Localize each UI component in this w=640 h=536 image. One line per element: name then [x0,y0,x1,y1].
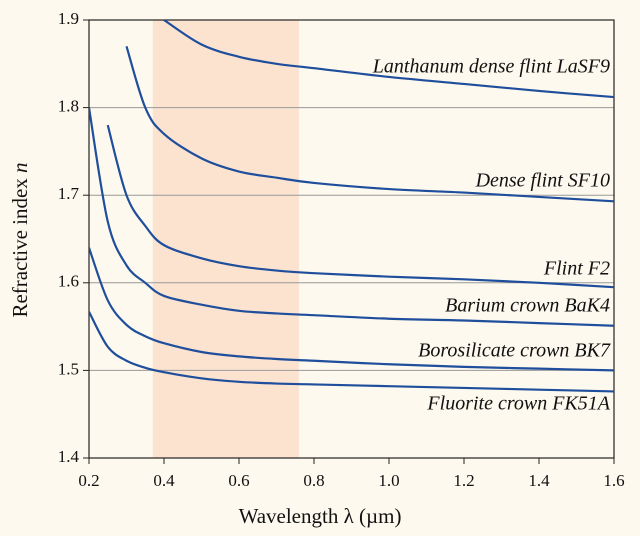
y-tick-label: 1.9 [58,9,79,28]
series-line [89,311,614,393]
series-label: Barium crown BaK4 [445,295,610,317]
x-tick-label: 0.2 [78,471,99,490]
series-line [125,45,614,203]
series-label: Fluorite crown FK51A [426,393,610,415]
x-tick-label: 0.6 [228,471,249,490]
y-tick-label: 1.8 [58,97,79,116]
x-tick-label: 0.8 [303,471,324,490]
series-label: Borosilicate crown BK7 [418,340,611,362]
y-tick-label: 1.4 [58,447,80,466]
y-tick-label: 1.5 [58,359,79,378]
y-tick-label: 1.7 [58,184,80,203]
x-tick-label: 1.4 [528,471,550,490]
x-tick-label: 1.0 [378,471,399,490]
series-line [106,124,614,289]
shaded-region [152,20,299,458]
series-label: Flint F2 [543,258,610,280]
y-tick-label: 1.6 [58,272,79,291]
y-axis-label: Refractive index n [8,162,32,317]
series-line [163,20,614,99]
x-axis-label: Wavelength λ (µm) [239,504,402,528]
series-line [89,107,614,327]
x-tick-label: 1.2 [453,471,474,490]
series-label: Dense flint SF10 [475,170,610,192]
y-axis-label-symbol: n [8,162,32,173]
plot-frame [88,19,615,459]
x-tick-label: 0.4 [153,471,175,490]
y-axis-label-text: Refractive index [8,173,32,318]
series-line [89,247,614,372]
x-tick-label: 1.6 [603,471,624,490]
series-label: Lanthanum dense flint LaSF9 [372,56,610,78]
